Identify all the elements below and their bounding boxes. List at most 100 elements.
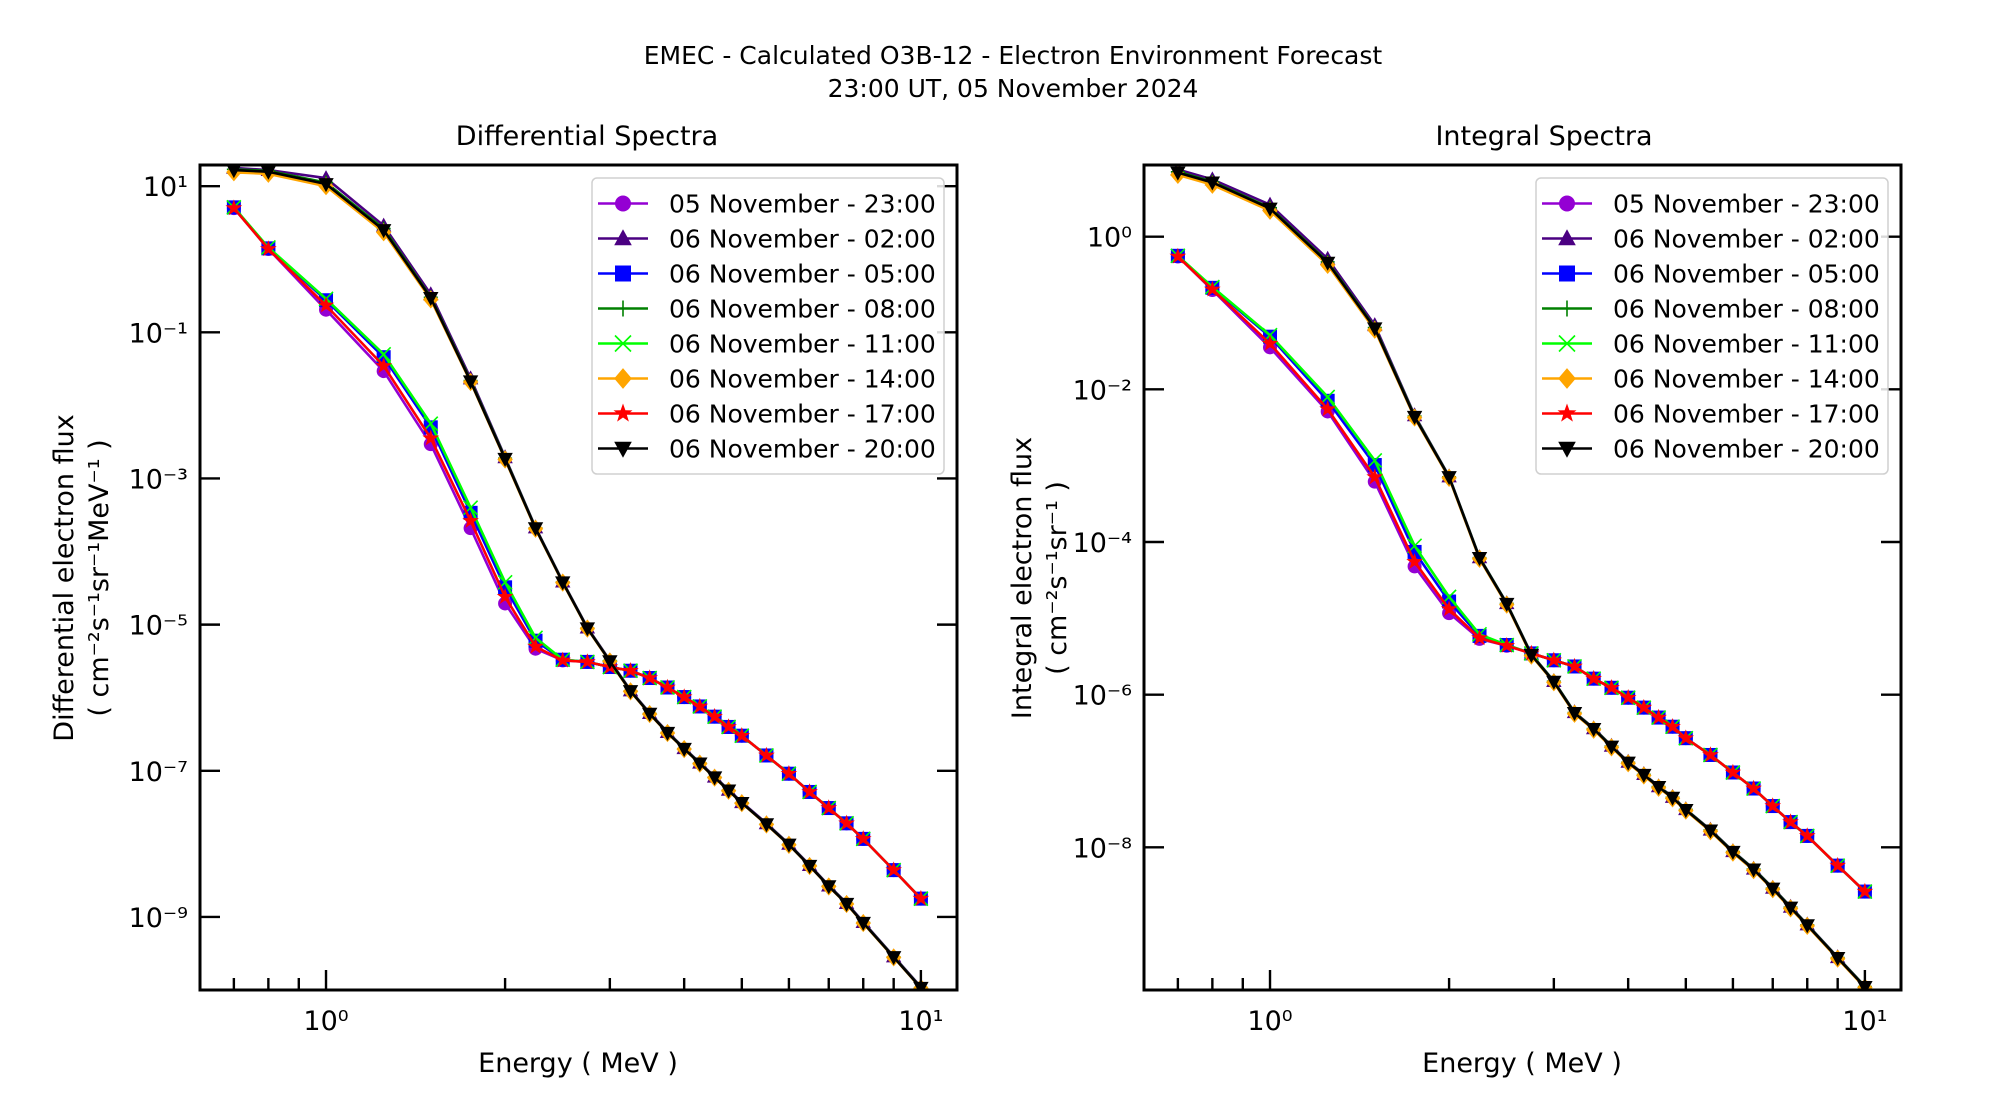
data-point [1765,882,1781,897]
legend-marker-icon [1559,300,1575,317]
figure-subtitle: 23:00 UT, 05 November 2024 [828,74,1199,103]
data-point [422,429,440,446]
data-point [462,375,479,390]
data-point [1406,410,1423,425]
legend-marker-icon [614,334,632,353]
legend-item: 06 November - 14:00 [598,365,936,394]
data-point [720,718,737,734]
data-point [758,746,775,763]
data-point [375,224,392,239]
data-point [1650,708,1667,725]
data-point [1782,813,1799,830]
data-point [1678,803,1694,818]
data-point [659,678,676,695]
data-point [555,576,571,591]
data-point [1320,389,1336,405]
legend-label: 06 November - 14:00 [669,365,936,394]
data-point [1498,637,1516,653]
legend-item: 06 November - 11:00 [1542,330,1880,359]
y-tick-label: 10⁻⁶ [1073,681,1132,712]
differential-series-group [225,165,930,990]
data-point [820,799,838,816]
legend-label: 06 November - 17:00 [1613,400,1880,429]
data-point [641,669,658,686]
data-point [260,240,277,257]
data-point [1764,797,1782,814]
integral-x-ticks: 10⁰ 10¹ [1176,970,1887,1037]
legend-marker-icon [614,229,632,246]
data-point [801,859,818,874]
differential-x-axis-label: Energy ( MeV ) [478,1048,678,1079]
data-point [1724,763,1742,780]
data-point [1798,827,1816,843]
data-point [1471,552,1488,567]
legend-frame [1535,177,1889,475]
data-point [838,897,855,912]
data-point [1782,901,1799,916]
data-point [579,622,596,637]
legend-label: 06 November - 02:00 [669,225,936,254]
data-point [462,512,479,528]
integral-axes-frame [1142,163,1903,992]
legend-label: 06 November - 17:00 [669,400,936,429]
data-point [706,771,723,786]
y-tick-label: 10⁻⁷ [129,757,188,788]
legend-marker-icon [1558,334,1576,353]
data-point [733,727,751,743]
legend-marker-icon [1559,195,1575,212]
data-point [260,165,277,180]
data-point [691,697,709,714]
integral-y-axis-label: Integral electron flux [1007,437,1038,719]
data-point [1499,597,1515,612]
legend-label: 06 November - 20:00 [669,435,936,464]
differential-legend: 05 November - 23:00 06 November - 02:00 06… [591,177,945,475]
data-point [1566,707,1583,722]
data-point [622,662,639,678]
data-point [1204,176,1221,191]
legend-marker-icon [1558,441,1576,458]
legend-label: 06 November - 11:00 [1613,330,1880,359]
data-point [496,588,514,604]
data-point [602,655,618,670]
y-tick-label: 10⁻³ [129,464,188,495]
data-point [527,522,544,537]
data-point [1620,756,1636,771]
data-point [801,783,818,799]
data-point [1829,952,1846,967]
legend-item: 06 November - 17:00 [1542,400,1880,429]
x-tick-label: 10¹ [898,1006,943,1037]
data-point [706,707,723,724]
legend-marker-icon [615,300,631,317]
data-point [1745,863,1762,878]
legend-item: 06 November - 14:00 [1542,365,1880,394]
data-point [1366,468,1384,485]
y-tick-label: 10⁻² [1073,375,1132,406]
integral-chart-title: Integral Spectra [1435,121,1652,152]
integral-spectra-panel: Integral Spectra 10⁰ 10¹10⁰10⁻²10⁻⁴10⁻⁶10… [1007,121,1903,1079]
differential-axes-frame [198,163,959,992]
integral-plot-area: 10⁰ 10¹ 10⁰ 10⁻² 10⁻⁴ 10⁻⁶ 10⁻⁸ 05 November - 2… [1073,163,1903,1037]
legend-label: 05 November - 23:00 [1613,190,1880,219]
data-point [1745,779,1762,796]
data-point [1799,919,1815,934]
data-point [317,296,335,313]
differential-plot-area: 10⁰ 10¹ 10¹ 10⁻¹ 10⁻³ 10⁻⁵ 10⁻⁷ 10⁻⁹ 05 November… [129,163,959,1037]
legend-label: 06 November - 02:00 [1613,225,1880,254]
legend-marker-icon [615,265,631,282]
data-point [225,199,243,216]
data-point [780,765,798,781]
legend-marker-icon [1558,368,1576,389]
y-tick-label: 10⁻⁸ [1073,833,1132,864]
data-point [1664,791,1681,806]
legend-frame [591,177,945,475]
legend-item: 06 November - 05:00 [1542,260,1880,289]
data-point [527,637,544,654]
data-point [226,165,242,179]
legend-item: 06 November - 02:00 [598,225,936,254]
data-point [1169,247,1187,264]
legend-item: 06 November - 02:00 [1542,225,1880,254]
y-tick-label: 10⁻⁵ [129,611,188,642]
legend-marker-icon [615,195,631,212]
data-point [376,346,392,362]
